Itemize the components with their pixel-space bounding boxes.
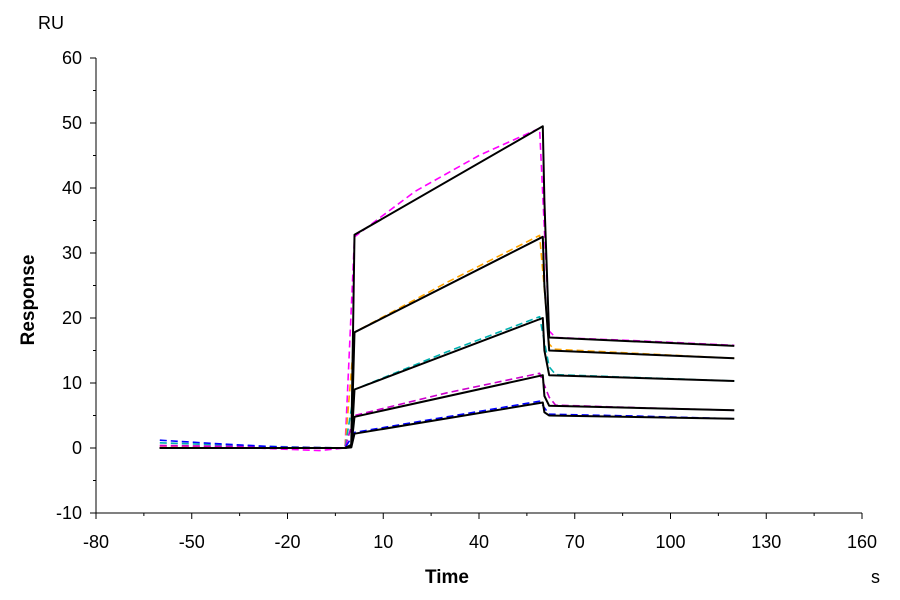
fit-curve-3 (159, 374, 735, 449)
y-unit-label: RU (38, 13, 64, 33)
measured-curve-9 (159, 400, 735, 449)
y-tick-label: -10 (56, 503, 82, 523)
measured-curve-8 (159, 372, 735, 449)
fit-curve-2 (159, 317, 735, 449)
y-tick-label: 50 (62, 113, 82, 133)
x-tick-label: 40 (469, 532, 489, 552)
measured-curve-7 (159, 315, 735, 449)
y-tick-label: 40 (62, 178, 82, 198)
measured-curve-5 (159, 127, 735, 452)
fit-curve-4 (159, 401, 735, 449)
fit-curve-0 (159, 125, 735, 449)
x-tick-label: 10 (373, 532, 393, 552)
y-tick-label: 10 (62, 373, 82, 393)
x-tick-label: -50 (179, 532, 205, 552)
y-tick-label: 30 (62, 243, 82, 263)
measured-curve-6 (159, 234, 735, 449)
x-tick-label: 130 (751, 532, 781, 552)
y-tick-label: 20 (62, 308, 82, 328)
axis-layer: -10 0 10 20 30 40 50 60 -80 -50 -20 10 40 70 100 130 160 (56, 48, 877, 552)
y-tick-label: 60 (62, 48, 82, 68)
x-tick-label: 100 (655, 532, 685, 552)
x-tick-label: -20 (274, 532, 300, 552)
x-axis-title: Time (425, 567, 469, 588)
x-tick-label: -80 (83, 532, 109, 552)
series-layer (159, 125, 735, 452)
x-tick-label: 160 (847, 532, 877, 552)
y-tick-label: 0 (72, 438, 82, 458)
y-axis-title: Response (18, 255, 39, 346)
x-tick-label: 70 (565, 532, 585, 552)
x-unit-label: s (871, 567, 880, 587)
